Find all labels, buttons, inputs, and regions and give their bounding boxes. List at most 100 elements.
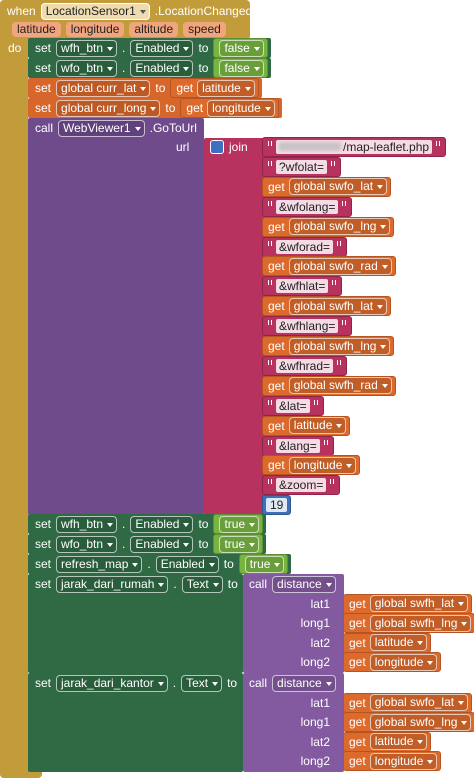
boolean-block: true xyxy=(213,514,264,534)
keyword: get xyxy=(268,219,285,234)
boolean-block: false xyxy=(213,38,268,58)
variable-dropdown: global swfh_rad xyxy=(288,377,392,395)
event-param: speed xyxy=(183,21,226,37)
get-block: get global swfh_lat xyxy=(343,593,473,614)
keyword: get xyxy=(349,734,366,749)
boolean-dropdown: true xyxy=(219,535,260,553)
keyword: get xyxy=(349,616,366,631)
block-row: latitude longitude altitude speed xyxy=(12,19,226,39)
block-row: get latitude xyxy=(262,415,351,436)
keyword: do xyxy=(8,41,22,55)
variable-dropdown: latitude xyxy=(288,417,347,435)
get-block: get latitude xyxy=(343,731,432,752)
keyword: get xyxy=(268,378,285,393)
block-row: get longitude xyxy=(343,751,442,772)
get-block: get longitude xyxy=(180,98,279,118)
dot: . xyxy=(172,676,177,690)
keyword: to xyxy=(198,41,209,55)
variable-dropdown: global swfh_lat xyxy=(369,595,469,612)
join-block xyxy=(204,138,266,515)
variable-dropdown: latitude xyxy=(369,733,428,751)
block-row: get global swfo_lng xyxy=(262,216,395,237)
argument-label: lat1 xyxy=(310,695,330,710)
variable-dropdown: longitude xyxy=(288,456,357,474)
keyword: get xyxy=(186,101,204,115)
keyword: get xyxy=(349,715,366,730)
block-row: get global swfh_lat xyxy=(262,296,392,317)
block-row: get global swfh_lat xyxy=(343,593,473,614)
get-block: get global swfh_lat xyxy=(262,296,392,317)
quote-mark xyxy=(337,240,342,246)
component-dropdown: wfo_btn xyxy=(56,535,118,553)
set-property-block: set wfh_btn. Enabled to true xyxy=(28,514,267,534)
keyword: call xyxy=(249,676,268,690)
procedure-dropdown: distance xyxy=(272,674,336,692)
keyword: to xyxy=(165,101,176,115)
property-dropdown: Enabled xyxy=(130,59,194,77)
set-property-block: set refresh_map. Enabled to true xyxy=(28,554,292,574)
event-param: longitude xyxy=(65,21,125,37)
block-row: get global swfo_lat xyxy=(262,176,392,197)
keyword: get xyxy=(349,596,366,611)
block-row: get latitude xyxy=(343,731,432,752)
variable-dropdown: global swfo_lat xyxy=(369,694,469,711)
procedure-dropdown: distance xyxy=(272,575,336,593)
quote-mark xyxy=(331,160,336,166)
get-block: get longitude xyxy=(262,455,361,476)
variable-dropdown: global swfh_lng xyxy=(369,614,472,632)
component-dropdown: wfh_btn xyxy=(56,515,118,533)
text-block: &wfhlang= xyxy=(262,316,353,337)
block-row: /map-leaflet.php xyxy=(262,137,447,157)
get-block: get global swfo_rad xyxy=(262,256,396,277)
get-block: get global swfh_lng xyxy=(262,336,395,356)
get-block: get global swfh_lng xyxy=(343,613,474,634)
boolean-block: true xyxy=(213,534,264,554)
get-block: get global swfo_lng xyxy=(343,712,474,733)
text-value: ?wfolat= xyxy=(276,159,328,174)
quote-mark xyxy=(332,280,337,286)
block-row: get global swfh_lng xyxy=(343,613,474,634)
text-value: &zoom= xyxy=(276,478,327,493)
set-variable-block: set global curr_lat to get latitude xyxy=(28,78,262,98)
text-content: &lat= xyxy=(279,398,307,413)
property-dropdown: Enabled xyxy=(130,39,194,57)
quote-mark xyxy=(268,359,272,365)
block-row: get latitude xyxy=(343,632,432,653)
block-row: 19 xyxy=(262,495,292,516)
block-row: ?wfolat= xyxy=(262,156,342,177)
block-row: get global swfo_rad xyxy=(262,256,396,277)
variable-dropdown: global swfo_rad xyxy=(288,257,392,275)
text-content: &zoom= xyxy=(279,478,324,493)
argument-label: long2 xyxy=(300,754,330,769)
text-content: &wfolang= xyxy=(279,199,336,214)
block-row: get longitude xyxy=(343,652,442,673)
text-content: &lang= xyxy=(279,438,317,453)
variable-dropdown: longitude xyxy=(369,752,438,770)
block-row: &zoom= xyxy=(262,475,341,496)
text-block: &zoom= xyxy=(262,475,341,496)
block-row: get global swfh_lng xyxy=(262,336,395,356)
component-dropdown: jarak_dari_rumah xyxy=(56,575,169,593)
component-dropdown: refresh_map xyxy=(56,555,143,573)
block-row: &wfolang= xyxy=(262,196,353,217)
get-block: get global swfh_rad xyxy=(262,375,396,396)
block-row: &lang= xyxy=(262,435,334,456)
boolean-dropdown: false xyxy=(219,59,264,77)
variable-dropdown: global swfo_lng xyxy=(288,218,391,236)
text-value: &wforad= xyxy=(276,239,334,254)
procedure-call-block xyxy=(243,574,344,673)
keyword: get xyxy=(268,458,285,473)
text-value: /map-leaflet.php xyxy=(276,140,433,154)
text-block: /map-leaflet.php xyxy=(262,137,447,157)
quote-mark xyxy=(268,479,272,485)
boolean-dropdown: true xyxy=(244,555,285,573)
text-content: &wfhlang= xyxy=(279,319,336,334)
quote-mark xyxy=(268,399,272,405)
keyword: when xyxy=(7,4,36,18)
keyword: join xyxy=(229,140,248,154)
quote-mark xyxy=(342,200,347,206)
text-block: &lat= xyxy=(262,395,324,416)
variable-dropdown: global swfo_lng xyxy=(369,713,472,731)
set-property-block xyxy=(28,574,243,673)
component-dropdown: wfh_btn xyxy=(56,39,118,57)
